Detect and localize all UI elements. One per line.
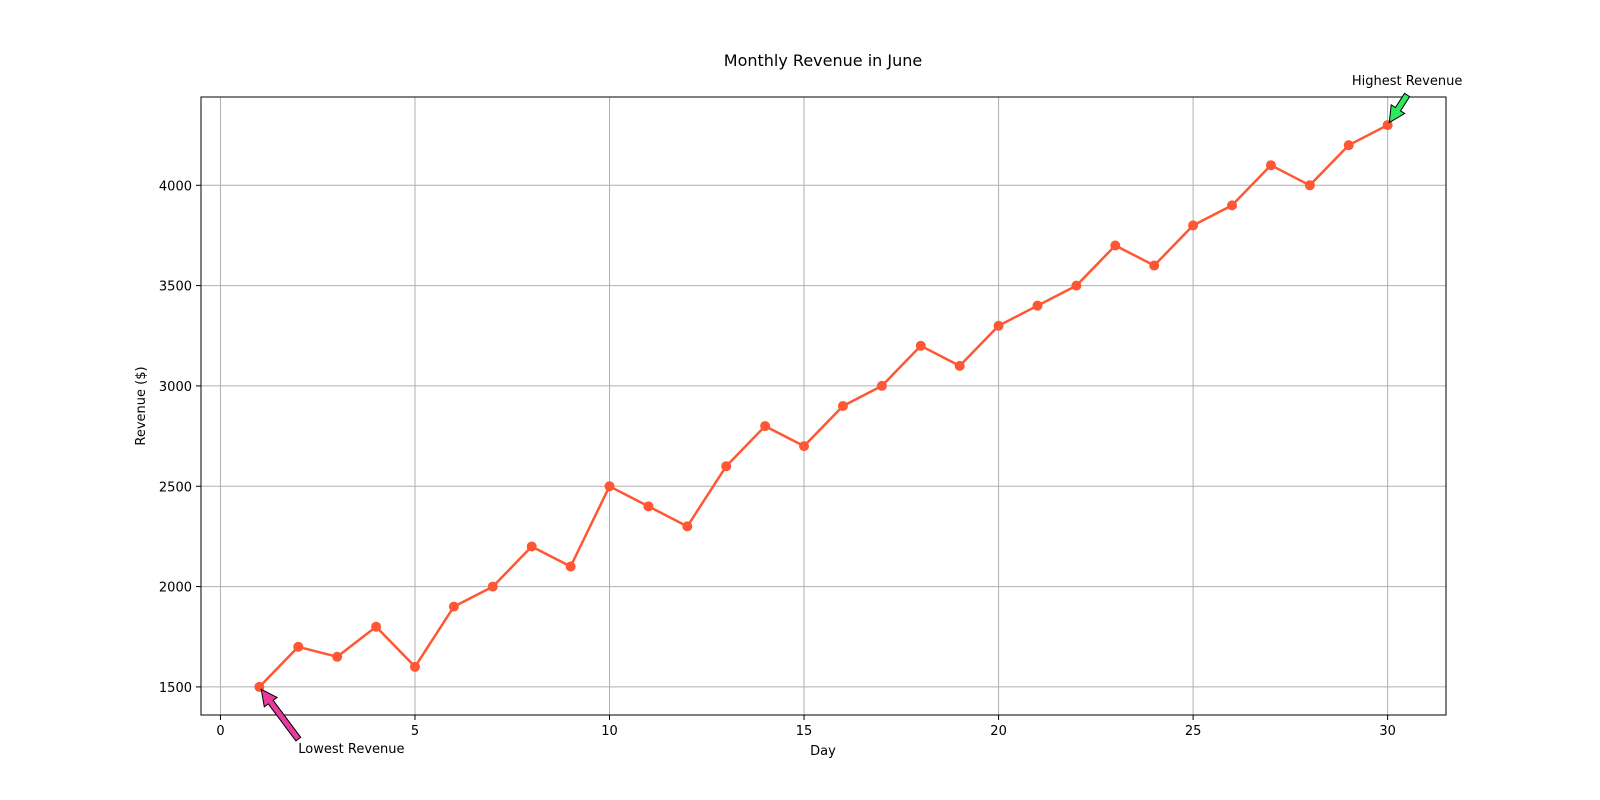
data-point xyxy=(1188,220,1199,231)
data-point xyxy=(1032,300,1043,311)
data-point xyxy=(876,380,887,391)
annotations: Lowest Revenue Highest Revenue xyxy=(260,74,1463,757)
data-point xyxy=(643,501,654,512)
data-point xyxy=(1110,240,1121,251)
y-tick-label: 3000 xyxy=(159,380,192,395)
x-tick-label: 15 xyxy=(796,724,813,739)
grid xyxy=(201,97,1446,715)
x-tick-label: 20 xyxy=(990,724,1007,739)
x-tick-label: 10 xyxy=(601,724,618,739)
plot-frame xyxy=(200,96,1447,716)
y-tick-label: 1500 xyxy=(159,681,192,696)
x-axis-label: Day xyxy=(810,744,836,759)
data-point xyxy=(721,461,732,472)
data-point xyxy=(1071,280,1082,291)
chart-title: Monthly Revenue in June xyxy=(724,51,922,70)
x-tick-label: 25 xyxy=(1185,724,1202,739)
annotation-arrow xyxy=(1388,92,1411,124)
data-point xyxy=(760,421,771,432)
series-layer xyxy=(254,120,1393,692)
series-line xyxy=(258,123,1389,688)
annotation-arrow xyxy=(260,688,302,742)
axis-ticks: 0 5 10 15 20 25 30 1500 2000 2500 3000 3500 4000 xyxy=(159,179,1396,739)
data-point xyxy=(526,541,537,552)
data-point xyxy=(1343,140,1354,151)
data-point xyxy=(954,360,965,371)
data-point xyxy=(1304,180,1315,191)
annotation-label: Lowest Revenue xyxy=(298,742,404,757)
data-point xyxy=(1149,260,1160,271)
data-point xyxy=(448,601,459,612)
data-point xyxy=(293,641,304,652)
data-point xyxy=(565,561,576,572)
y-tick-label: 2000 xyxy=(159,581,192,596)
y-tick-label: 3500 xyxy=(159,280,192,295)
x-tick-label: 0 xyxy=(216,724,224,739)
x-tick-label: 5 xyxy=(411,724,419,739)
x-tick-label: 30 xyxy=(1379,724,1396,739)
annotation-label: Highest Revenue xyxy=(1352,74,1463,89)
data-point xyxy=(371,621,382,632)
data-point xyxy=(1265,160,1276,171)
data-point xyxy=(487,581,498,592)
y-axis-label: Revenue ($) xyxy=(134,366,149,445)
data-point xyxy=(1227,200,1238,211)
data-point xyxy=(993,320,1004,331)
y-tick-label: 4000 xyxy=(159,179,192,194)
data-point xyxy=(837,401,848,411)
data-point xyxy=(332,651,343,662)
data-point xyxy=(604,481,615,492)
data-point xyxy=(799,441,810,452)
y-tick-label: 2500 xyxy=(159,480,192,495)
data-point xyxy=(682,521,693,532)
data-point xyxy=(409,661,420,672)
data-point xyxy=(915,340,926,351)
